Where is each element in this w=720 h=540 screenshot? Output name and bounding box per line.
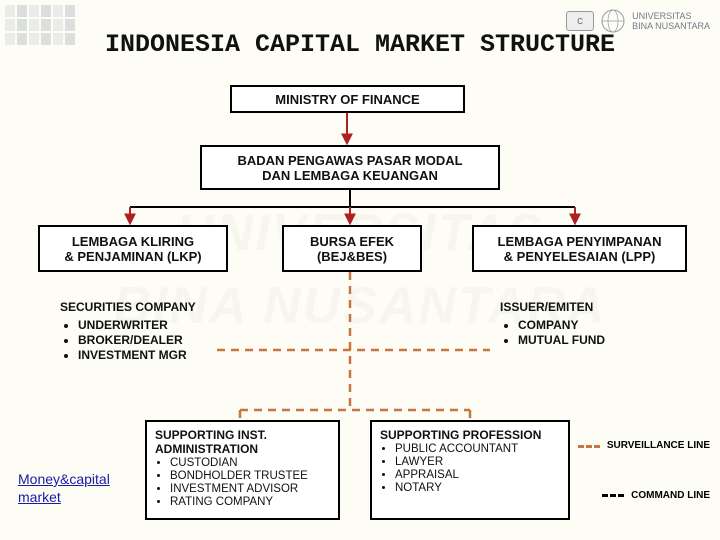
list-item: UNDERWRITER [78,318,196,332]
box-list: CUSTODIAN BONDHOLDER TRUSTEE INVESTMENT … [155,457,330,508]
list-item: APPRAISAL [395,469,560,481]
list-item: CUSTODIAN [170,457,330,469]
box-header: SUPPORTING PROFESSION [380,428,560,442]
group-header: SECURITIES COMPANY [60,300,196,314]
box-line: & PENYELESAIAN (LPP) [504,249,656,264]
list-item: INVESTMENT ADVISOR [170,483,330,495]
group-securities: SECURITIES COMPANY UNDERWRITER BROKER/DE… [60,300,196,363]
box-line: & PENJAMINAN (LKP) [64,249,201,264]
legend-command: COMMAND LINE [602,490,710,501]
box-line: BURSA EFEK [310,234,394,249]
logo-badge: C [566,11,594,31]
group-list: UNDERWRITER BROKER/DEALER INVESTMENT MGR [60,318,196,362]
box-lpp: LEMBAGA PENYIMPANAN & PENYELESAIAN (LPP) [472,225,687,272]
list-item: BROKER/DEALER [78,333,196,347]
box-supporting-inst: SUPPORTING INST. ADMINISTRATION CUSTODIA… [145,420,340,520]
box-line: LEMBAGA PENYIMPANAN [498,234,662,249]
list-item: BONDHOLDER TRUSTEE [170,470,330,482]
box-list: PUBLIC ACCOUNTANT LAWYER APPRAISAL NOTAR… [380,443,560,494]
box-line: BADAN PENGAWAS PASAR MODAL [237,153,462,168]
box-header: SUPPORTING INST. [155,428,330,442]
legend-surveillance: SURVEILLANCE LINE [578,440,710,452]
money-capital-link[interactable]: Money&capital market [18,470,128,506]
box-header: ADMINISTRATION [155,442,330,456]
box-supporting-prof: SUPPORTING PROFESSION PUBLIC ACCOUNTANT … [370,420,570,520]
list-item: INVESTMENT MGR [78,348,196,362]
box-line: DAN LEMBAGA KEUANGAN [262,168,438,183]
box-line: (BEJ&BES) [317,249,387,264]
group-list: COMPANY MUTUAL FUND [500,318,605,347]
list-item: PUBLIC ACCOUNTANT [395,443,560,455]
list-item: LAWYER [395,456,560,468]
page-title: INDONESIA CAPITAL MARKET STRUCTURE [0,30,720,59]
box-bursa: BURSA EFEK (BEJ&BES) [282,225,422,272]
box-ministry: MINISTRY OF FINANCE [230,85,465,113]
box-line: LEMBAGA KLIRING [72,234,194,249]
box-bapepam: BADAN PENGAWAS PASAR MODAL DAN LEMBAGA K… [200,145,500,190]
list-item: RATING COMPANY [170,496,330,508]
list-item: COMPANY [518,318,605,332]
list-item: NOTARY [395,482,560,494]
logo-text: UNIVERSITAS BINA NUSANTARA [632,11,710,31]
group-header: ISSUER/EMITEN [500,300,605,314]
box-lkp: LEMBAGA KLIRING & PENJAMINAN (LKP) [38,225,228,272]
box-text: MINISTRY OF FINANCE [275,92,419,107]
list-item: MUTUAL FUND [518,333,605,347]
group-issuer: ISSUER/EMITEN COMPANY MUTUAL FUND [500,300,605,348]
